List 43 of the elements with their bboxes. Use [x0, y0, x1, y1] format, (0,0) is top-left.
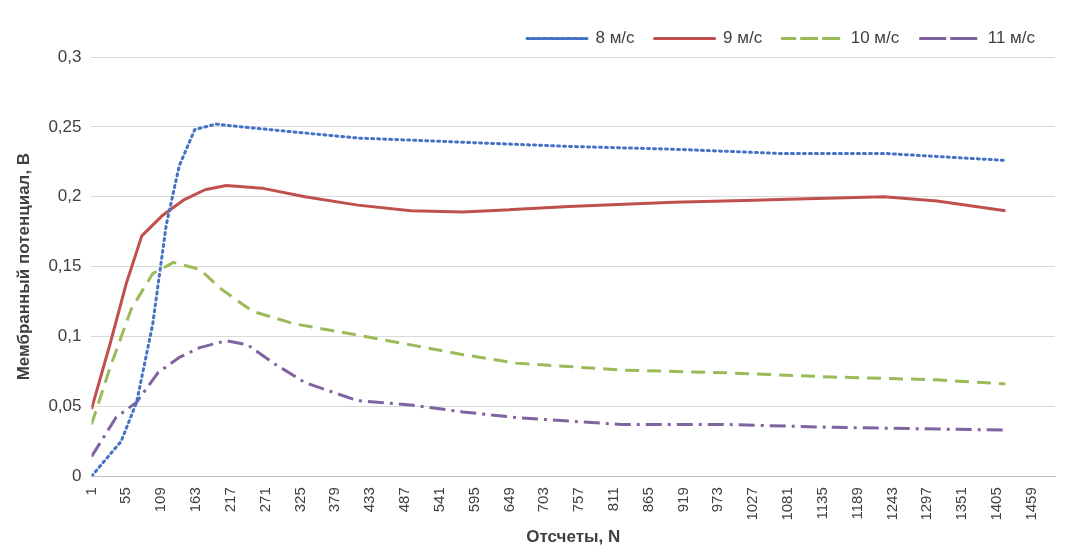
x-tick-label: 1189	[847, 487, 865, 520]
x-tick-label: 541	[429, 487, 447, 513]
y-tick-label: 0,05	[48, 396, 82, 416]
x-tick-label: 1081	[778, 487, 796, 521]
x-tick-label: 487	[395, 487, 413, 513]
legend-label: 10 м/с	[850, 28, 900, 48]
x-tick-label: 1405	[987, 487, 1005, 521]
x-axis-title: Отсчеты, N	[526, 527, 621, 547]
x-tick-label: 1135	[812, 487, 830, 520]
x-tick-label: 919	[673, 487, 691, 513]
x-tick-label: 1459	[1021, 487, 1039, 521]
x-tick-label: 703	[534, 487, 552, 513]
y-tick-label: 0	[72, 465, 82, 485]
x-tick-label: 217	[220, 487, 238, 513]
x-tick-label: 163	[186, 487, 204, 513]
legend-label: 9 м/с	[723, 28, 763, 48]
x-tick-label: 1027	[743, 487, 761, 521]
legend-label: 11 м/с	[987, 28, 1036, 48]
y-tick-label: 0,1	[57, 326, 82, 346]
x-tick-label: 379	[325, 487, 343, 513]
y-tick-label: 0,3	[57, 46, 82, 66]
x-tick-label: 325	[290, 487, 308, 513]
x-tick-label: 55	[116, 487, 134, 504]
x-tick-label: 973	[708, 487, 726, 513]
x-tick-label: 1	[81, 487, 99, 496]
x-tick-label: 109	[151, 487, 169, 513]
x-tick-label: 757	[569, 487, 587, 513]
x-tick-label: 865	[638, 487, 656, 513]
y-tick-label: 0,15	[48, 256, 82, 276]
x-tick-label: 649	[499, 487, 517, 513]
x-tick-label: 271	[255, 487, 273, 513]
y-tick-label: 0,25	[48, 116, 82, 136]
x-tick-label: 1243	[882, 487, 900, 521]
x-tick-label: 1297	[917, 487, 935, 521]
legend-label: 8 м/с	[595, 28, 636, 48]
y-axis-title: Мембранный потенциал, В	[13, 152, 33, 381]
x-tick-label: 1351	[952, 487, 970, 521]
x-tick-label: 433	[360, 487, 378, 513]
line-series	[91, 122, 1007, 477]
x-tick-label: 811	[604, 487, 622, 512]
line-series	[91, 260, 1007, 427]
x-tick-label: 595	[464, 487, 482, 513]
y-tick-label: 0,2	[57, 186, 82, 206]
